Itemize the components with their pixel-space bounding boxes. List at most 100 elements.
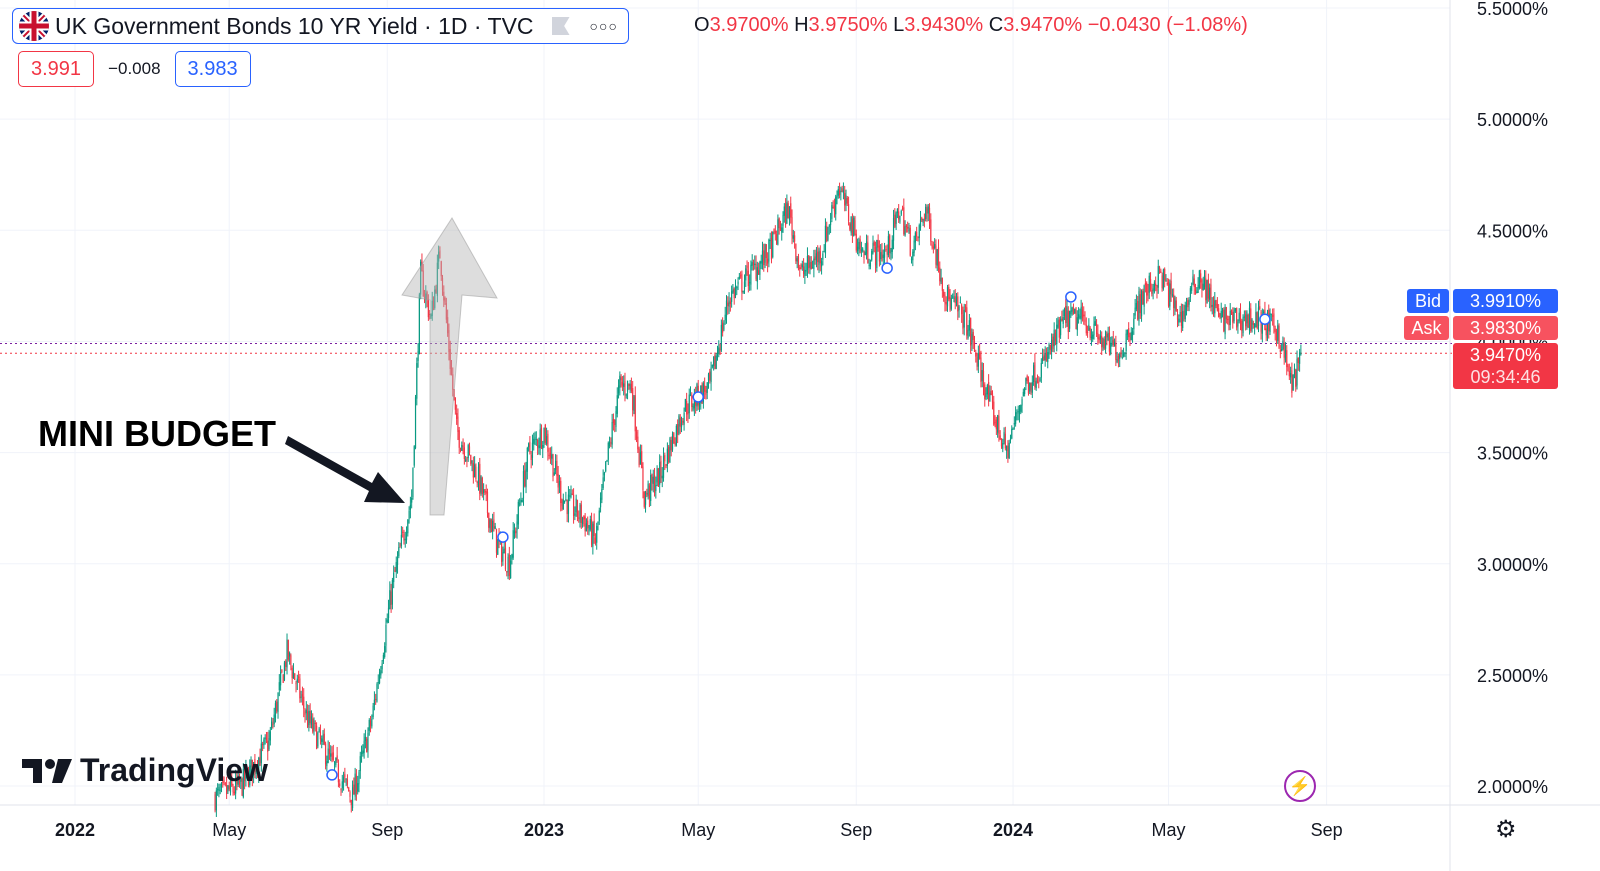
candle-body (1146, 282, 1148, 296)
candle-body (662, 456, 665, 478)
flag-marker-icon[interactable] (551, 17, 570, 35)
candle-body (589, 519, 591, 530)
tradingview-logo-icon (22, 758, 72, 783)
candle-body (448, 330, 450, 353)
candle-body (1092, 334, 1094, 339)
candle-body (809, 262, 811, 268)
candle-body (790, 203, 792, 218)
candle-body (572, 494, 575, 516)
candle-body (608, 441, 611, 446)
candle-body (1074, 308, 1076, 314)
candle-body (1006, 445, 1008, 451)
candle-body (713, 356, 715, 367)
candle-body (335, 757, 337, 766)
candle-body (562, 499, 564, 510)
candle-body (1220, 310, 1222, 319)
candle-body (364, 736, 367, 741)
candle-body (1061, 318, 1063, 321)
candle-body (1212, 304, 1215, 314)
candle-body (1164, 268, 1166, 281)
candle-body (641, 451, 643, 469)
lightning-icon[interactable]: ⚡ (1284, 770, 1316, 802)
candle-body (864, 251, 866, 256)
candle-body (1241, 320, 1243, 331)
candle-body (1183, 310, 1185, 317)
candle-body (1120, 351, 1122, 356)
candle-body (309, 710, 311, 724)
candle-body (1103, 338, 1105, 349)
candle-body (628, 383, 630, 387)
candle-body (1084, 319, 1086, 322)
ask-label: Ask (1404, 316, 1449, 340)
candle-body (1218, 308, 1220, 318)
pointer-arrow-annotation (285, 436, 405, 503)
symbol-legend[interactable]: UK Government Bonds 10 YR Yield · 1D · T… (12, 8, 629, 44)
candle-body (802, 266, 805, 274)
candle-body (767, 258, 769, 264)
candle-body (256, 766, 259, 772)
candle-body (621, 381, 624, 386)
candle-body (937, 247, 940, 271)
candle-body (772, 231, 774, 258)
candle-body (493, 519, 495, 529)
candle-body (1180, 311, 1182, 327)
candle-body (917, 236, 919, 238)
candle-body (779, 227, 782, 231)
more-dots-icon[interactable]: ○○○ (589, 18, 618, 34)
candle-body (249, 765, 251, 786)
candle-body (218, 787, 220, 791)
sell-button[interactable]: 3.991 (18, 51, 95, 87)
candle-body (1173, 294, 1175, 309)
candle-body (477, 466, 480, 486)
candle-body (710, 367, 712, 382)
candle-body (378, 672, 381, 684)
candle-body (1128, 328, 1130, 338)
candle-body (674, 442, 676, 446)
candle-body (593, 520, 595, 536)
candle-body (719, 349, 721, 351)
y-tick-label: 4.5000% (1477, 221, 1548, 241)
settings-gear-icon[interactable]: ⚙ (1495, 816, 1517, 843)
candle-body (914, 232, 916, 243)
candle-body (769, 240, 771, 242)
candle-body (387, 607, 390, 618)
candle-body (403, 533, 405, 541)
candle-body (1076, 317, 1078, 331)
candle-body (966, 307, 968, 336)
candle-body (815, 253, 818, 261)
candle-body (646, 492, 648, 495)
candle-body (227, 785, 229, 792)
candle-body (315, 725, 318, 750)
candle-body (705, 390, 707, 395)
candle-body (517, 501, 519, 525)
candle-body (1259, 306, 1261, 310)
candle-body (1024, 388, 1026, 395)
buy-button[interactable]: 3.983 (174, 51, 251, 87)
candle-body (1299, 352, 1301, 364)
candle-body (615, 411, 617, 428)
candle-body (375, 698, 377, 700)
candle-body (970, 317, 972, 346)
candle-body (238, 776, 241, 785)
candle-body (889, 235, 891, 254)
candle-body (895, 212, 897, 224)
candle-body (531, 442, 534, 458)
candle-body (1156, 285, 1158, 291)
event-marker (497, 531, 509, 543)
candle-body (601, 489, 603, 500)
candle-body (583, 516, 585, 520)
candle-body (964, 306, 967, 308)
candle-body (732, 289, 734, 293)
candle-body (660, 461, 662, 476)
candle-body (592, 523, 594, 547)
candle-body (927, 206, 929, 214)
candle-body (797, 256, 800, 268)
candle-body (1178, 318, 1180, 323)
candle-body (340, 788, 342, 791)
candle-body (905, 225, 907, 228)
candle-body (1025, 378, 1027, 386)
candle-body (653, 475, 656, 493)
candle-body (688, 394, 690, 414)
candle-body (466, 458, 468, 460)
